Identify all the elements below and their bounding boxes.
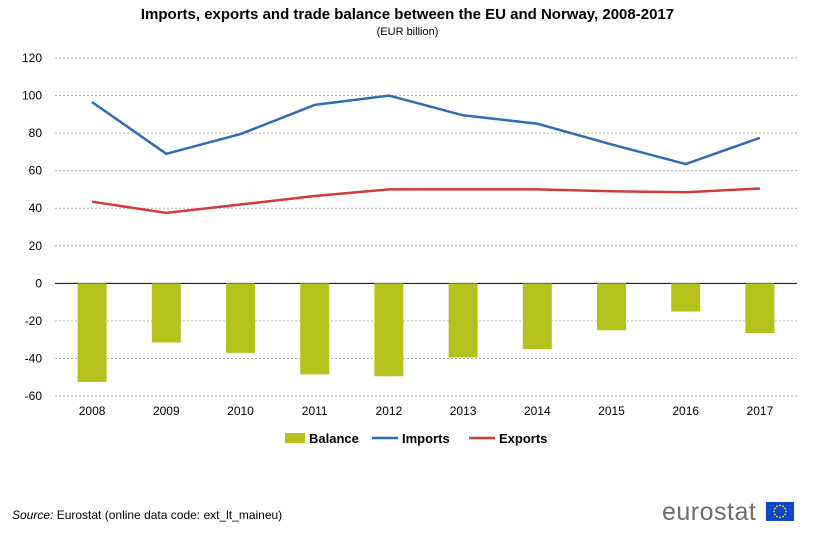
legend-label-exports: Exports bbox=[499, 431, 547, 446]
grid-lines bbox=[55, 57, 797, 397]
flag-star bbox=[782, 515, 784, 518]
source-note: Source: Eurostat (online data code: ext_… bbox=[12, 508, 282, 522]
x-tick-label: 2009 bbox=[153, 404, 180, 418]
x-tick-label: 2013 bbox=[450, 404, 477, 418]
balance-bar bbox=[448, 283, 478, 358]
x-tick-label: 2014 bbox=[524, 404, 551, 418]
x-tick-label: 2008 bbox=[79, 404, 106, 418]
source-text: Eurostat (online data code: ext_lt_maine… bbox=[56, 508, 283, 522]
y-tick-label: -40 bbox=[25, 351, 43, 365]
balance-bar bbox=[151, 283, 181, 343]
legend: Balance Imports Exports bbox=[285, 431, 547, 446]
balance-bar bbox=[77, 283, 107, 382]
legend-label-balance: Balance bbox=[309, 431, 359, 446]
flag-star bbox=[784, 513, 787, 516]
y-tick-label: 120 bbox=[22, 51, 42, 65]
balance-bar bbox=[671, 283, 701, 312]
balance-bar bbox=[597, 283, 626, 331]
x-tick-label: 2017 bbox=[747, 404, 774, 418]
flag-star bbox=[785, 510, 787, 513]
axis-labels: -60 -40 -20 0 20 40 60 80 100 120 2008 2009 2010 2011… bbox=[22, 51, 774, 418]
balance-bar bbox=[522, 283, 552, 350]
x-tick-label: 2015 bbox=[598, 404, 625, 418]
source-label: Source: bbox=[12, 508, 54, 522]
y-tick-label: 0 bbox=[35, 276, 42, 290]
legend-swatch-balance bbox=[285, 433, 305, 443]
flag-star bbox=[773, 507, 776, 510]
exports-line bbox=[91, 187, 760, 215]
flag-star bbox=[784, 507, 787, 510]
logo-text: eurostat bbox=[662, 498, 757, 526]
flag-star bbox=[773, 510, 775, 513]
eu-flag-icon bbox=[766, 502, 794, 521]
series-lines bbox=[91, 94, 761, 215]
y-tick-label: 40 bbox=[29, 201, 43, 215]
imports-line bbox=[91, 94, 761, 166]
balance-bar bbox=[745, 283, 775, 334]
legend-label-imports: Imports bbox=[402, 431, 450, 446]
balance-bar bbox=[300, 283, 330, 375]
flag-star bbox=[773, 513, 776, 516]
flag-star bbox=[782, 505, 784, 508]
balance-bar bbox=[226, 283, 255, 353]
chart-title: Imports, exports and trade balance betwe… bbox=[140, 6, 675, 23]
x-tick-label: 2010 bbox=[227, 404, 254, 418]
x-tick-label: 2012 bbox=[376, 404, 403, 418]
y-tick-label: 100 bbox=[22, 89, 42, 103]
y-tick-label: 20 bbox=[29, 239, 43, 253]
balance-bars bbox=[77, 283, 775, 382]
y-tick-label: 60 bbox=[29, 164, 43, 178]
x-tick-label: 2016 bbox=[672, 404, 699, 418]
chart-area: -60 -40 -20 0 20 40 60 80 100 120 2008 2009 2010 2011… bbox=[22, 51, 797, 446]
balance-bar bbox=[374, 283, 404, 377]
y-tick-label: 80 bbox=[29, 126, 43, 140]
flag-star bbox=[776, 505, 778, 508]
x-tick-label: 2011 bbox=[302, 404, 328, 418]
y-tick-label: -60 bbox=[25, 389, 43, 403]
chart-subtitle: (EUR billion) bbox=[376, 26, 439, 38]
flag-star bbox=[779, 504, 781, 507]
y-tick-label: -20 bbox=[25, 314, 43, 328]
flag-star bbox=[776, 515, 778, 518]
flag-star bbox=[779, 516, 781, 519]
